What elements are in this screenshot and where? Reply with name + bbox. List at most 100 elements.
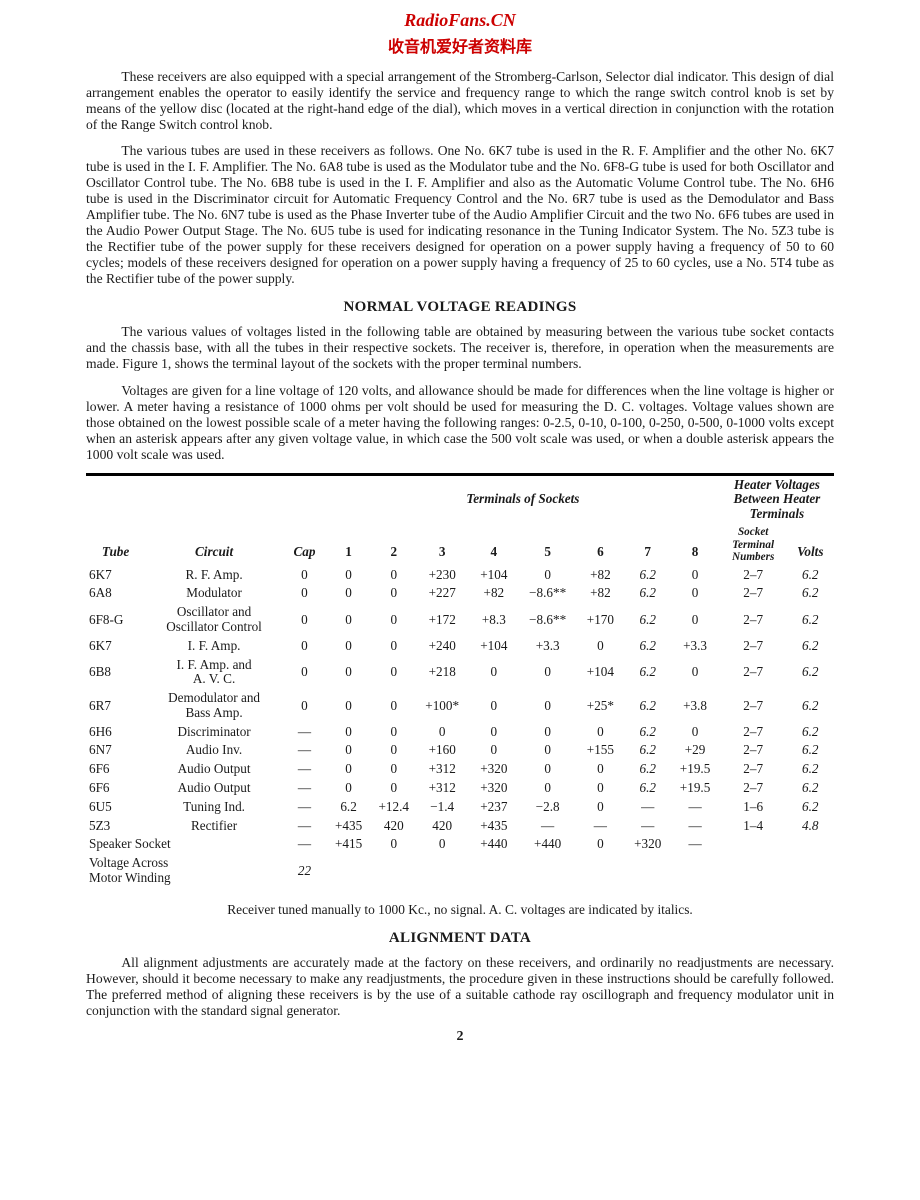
cell-tube: 6R7 <box>86 689 145 723</box>
heater-header: Heater Voltages Between Heater Terminals <box>720 474 834 524</box>
cell-tube: 6H6 <box>86 723 145 742</box>
cell-speaker-t1: +415 <box>326 835 371 854</box>
cell-t2: 0 <box>371 779 416 798</box>
col-tube: Tube <box>86 474 145 565</box>
cell-t3: +218 <box>416 656 468 690</box>
cell-t6: +104 <box>576 656 626 690</box>
cell-cap: — <box>283 723 326 742</box>
cell-motor-t6 <box>576 854 626 888</box>
cell-socket-term: 2–7 <box>720 723 787 742</box>
cell-t2: 0 <box>371 603 416 637</box>
cell-t8: 0 <box>670 584 720 603</box>
cell-t4: +104 <box>468 566 520 585</box>
cell-t8: +3.8 <box>670 689 720 723</box>
col-2: 2 <box>371 524 416 566</box>
cell-tube: 6K7 <box>86 566 145 585</box>
cell-t3: +240 <box>416 637 468 656</box>
cell-socket-term: 1–6 <box>720 798 787 817</box>
cell-t5: 0 <box>520 566 576 585</box>
cell-t7: 6.2 <box>625 689 670 723</box>
cell-speaker-v <box>787 835 834 854</box>
cell-t4: 0 <box>468 741 520 760</box>
cell-cap: — <box>283 760 326 779</box>
cell-t7: 6.2 <box>625 566 670 585</box>
cell-volts: 6.2 <box>787 741 834 760</box>
col-1: 1 <box>326 524 371 566</box>
paragraph-1: These receivers are also equipped with a… <box>86 69 834 133</box>
cell-volts: 6.2 <box>787 689 834 723</box>
cell-t3: +230 <box>416 566 468 585</box>
cell-motor-stn <box>720 854 787 888</box>
cell-speaker-t4: +440 <box>468 835 520 854</box>
cell-circuit: Tuning Ind. <box>145 798 283 817</box>
cell-t5: −8.6** <box>520 603 576 637</box>
cell-motor-v <box>787 854 834 888</box>
cell-speaker-t7: +320 <box>625 835 670 854</box>
cell-t5: +3.3 <box>520 637 576 656</box>
cell-socket-term: 2–7 <box>720 603 787 637</box>
cell-t4: +435 <box>468 817 520 836</box>
cell-t5: −8.6** <box>520 584 576 603</box>
cell-cap: — <box>283 741 326 760</box>
cell-cap: — <box>283 817 326 836</box>
cell-speaker-t2: 0 <box>371 835 416 854</box>
cell-t6: 0 <box>576 798 626 817</box>
paragraph-3: The various values of voltages listed in… <box>86 324 834 372</box>
cell-t2: 420 <box>371 817 416 836</box>
cell-socket-term: 2–7 <box>720 566 787 585</box>
cell-speaker-t5: +440 <box>520 835 576 854</box>
cell-t5: 0 <box>520 779 576 798</box>
cell-t5: 0 <box>520 689 576 723</box>
cell-socket-term: 2–7 <box>720 760 787 779</box>
cell-tube: 6U5 <box>86 798 145 817</box>
cell-cap: — <box>283 798 326 817</box>
cell-t4: +237 <box>468 798 520 817</box>
cell-t2: 0 <box>371 566 416 585</box>
cell-t3: 0 <box>416 723 468 742</box>
cell-tube: 6K7 <box>86 637 145 656</box>
cell-motor-t4 <box>468 854 520 888</box>
cell-volts: 6.2 <box>787 566 834 585</box>
cell-t4: +104 <box>468 637 520 656</box>
cell-t7: 6.2 <box>625 584 670 603</box>
cell-circuit: Audio Inv. <box>145 741 283 760</box>
cell-t8: 0 <box>670 566 720 585</box>
cell-speaker-t6: 0 <box>576 835 626 854</box>
cell-motor-t7 <box>625 854 670 888</box>
cell-t3: +312 <box>416 779 468 798</box>
cell-t2: 0 <box>371 760 416 779</box>
cell-socket-term: 2–7 <box>720 637 787 656</box>
cell-motor-cap: 22 <box>283 854 326 888</box>
cell-volts: 6.2 <box>787 637 834 656</box>
cell-t4: 0 <box>468 689 520 723</box>
cell-t1: 0 <box>326 637 371 656</box>
cell-t6: +25* <box>576 689 626 723</box>
cell-t8: 0 <box>670 723 720 742</box>
cell-t2: 0 <box>371 637 416 656</box>
paragraph-4: Voltages are given for a line voltage of… <box>86 383 834 463</box>
cell-t6: 0 <box>576 723 626 742</box>
cell-cap: 0 <box>283 566 326 585</box>
cell-t5: 0 <box>520 656 576 690</box>
cell-speaker-t3: 0 <box>416 835 468 854</box>
cell-cap: 0 <box>283 603 326 637</box>
cell-tube: 6F8-G <box>86 603 145 637</box>
col-3: 3 <box>416 524 468 566</box>
cell-motor-t8 <box>670 854 720 888</box>
cell-t7: — <box>625 798 670 817</box>
cell-t4: 0 <box>468 723 520 742</box>
col-circuit: Circuit <box>145 474 283 565</box>
cell-t6: +170 <box>576 603 626 637</box>
cell-t3: +160 <box>416 741 468 760</box>
cell-t5: 0 <box>520 760 576 779</box>
cell-motor-label: Voltage AcrossMotor Winding <box>86 854 283 888</box>
cell-t8: +19.5 <box>670 779 720 798</box>
cell-t7: 6.2 <box>625 603 670 637</box>
cell-circuit: Oscillator andOscillator Control <box>145 603 283 637</box>
col-volts: Volts <box>787 524 834 566</box>
cell-t4: +82 <box>468 584 520 603</box>
cell-circuit: I. F. Amp. andA. V. C. <box>145 656 283 690</box>
cell-t7: 6.2 <box>625 779 670 798</box>
cell-t6: +82 <box>576 584 626 603</box>
cell-circuit: Audio Output <box>145 760 283 779</box>
